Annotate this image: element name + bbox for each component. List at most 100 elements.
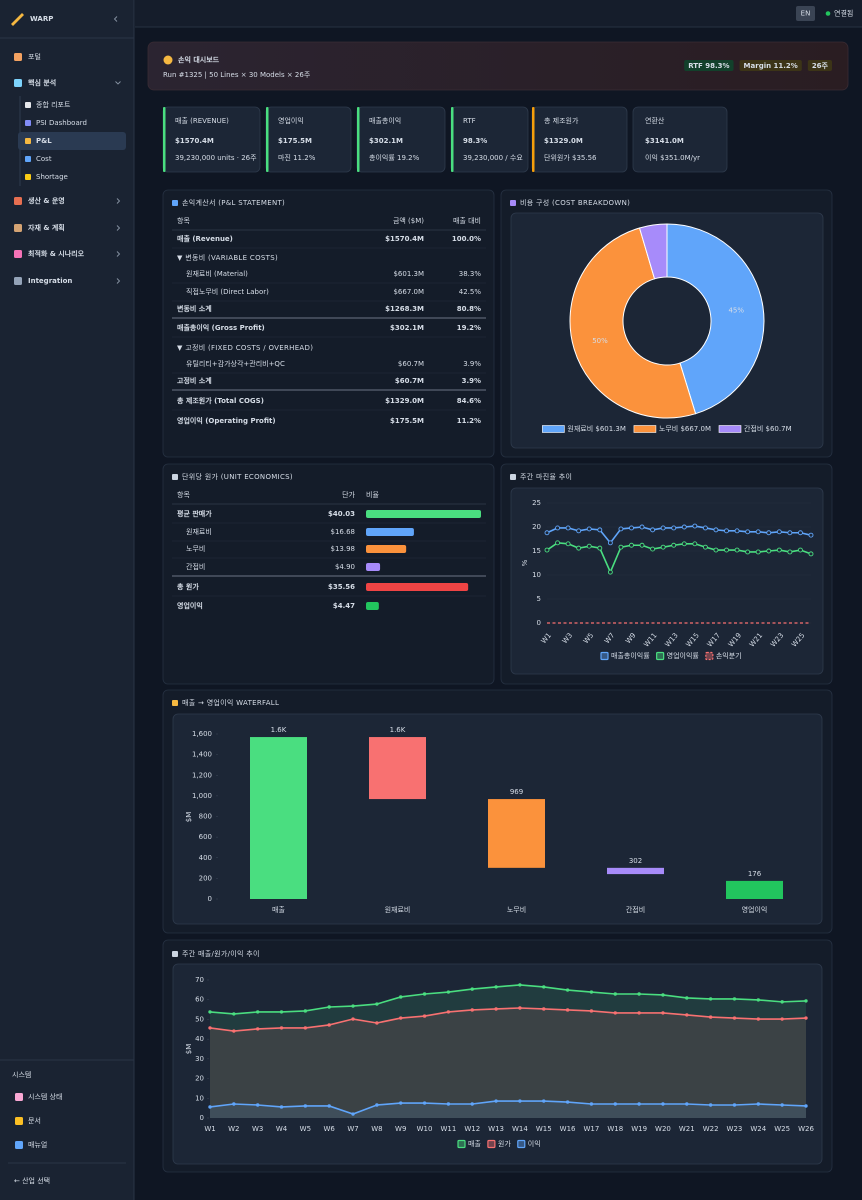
y-axis-label: % [521,559,529,566]
kpi-label: RTF [463,117,476,125]
point [637,1011,641,1015]
title-icon [172,951,178,957]
point [607,540,613,546]
point [787,530,793,536]
x-tick-label: W11 [440,1125,456,1133]
point [303,1104,308,1108]
title-icon [510,474,516,480]
row-label: 원재료비 (Material) [186,269,248,278]
system-item: 시스템 상태 [28,1092,62,1101]
y-tick-label: 10 [532,571,541,579]
point [713,527,719,533]
column-header: 단가 [342,490,355,499]
point [589,1102,594,1106]
row-label: 총 제조원가 (Total COGS) [177,396,264,405]
slice-label: 45% [728,307,744,315]
legend-label: 원재료비 $601.3M [567,424,626,433]
point [713,547,719,553]
x-tick-label: 영업이익 [742,905,768,914]
y-axis-label: $M [185,812,193,823]
x-tick-label: W9 [395,1125,406,1133]
row-label: 매출 (Revenue) [177,234,233,243]
point [576,545,582,551]
y-tick-label: 5 [537,595,541,603]
icon [15,1093,23,1101]
point [756,1102,761,1106]
icon [25,102,31,108]
chart-box [510,487,824,675]
badge-label: RTF 98.3% [688,62,729,70]
ratio-bar [366,545,407,553]
point [494,1099,498,1103]
icon [25,120,31,126]
point [639,524,645,530]
x-tick-label: W26 [798,1125,814,1133]
kpi-label: 연환산 [645,116,665,125]
point [702,544,708,550]
point [766,548,772,554]
title-icon [510,200,516,206]
system-item: 문서 [28,1116,41,1125]
row-ratio: 42.5% [459,288,482,296]
series-line [209,984,807,1015]
point [756,998,761,1002]
point [470,987,474,991]
point [755,529,761,535]
point [671,542,677,548]
row-price: $16.68 [331,528,356,536]
point [255,1103,260,1107]
icon [25,138,31,144]
row-price: $40.03 [328,510,355,518]
point [589,990,594,994]
section-title: 시스템 [12,1071,31,1079]
point [766,530,772,536]
x-tick-label: W25 [774,1125,790,1133]
x-tick-label: W3 [252,1125,263,1133]
point [650,546,656,552]
row-label: 평균 판매가 [177,509,212,518]
point [708,1103,713,1107]
x-tick-label: W18 [607,1125,623,1133]
point [303,1009,308,1013]
legend-swatch [705,651,714,661]
point [685,1102,689,1106]
y-tick-label: 15 [532,547,541,555]
y-tick-label: 0 [537,619,541,627]
point [613,992,617,996]
point [780,1017,784,1021]
nav-item: 생산 & 운영 [28,196,65,205]
chevron [116,251,121,257]
x-tick-label: W21 [679,1125,695,1133]
bar-label: 969 [510,788,523,796]
panel-title: 매출 → 영업이익 WATERFALL [182,698,279,707]
x-tick-label: W22 [703,1125,719,1133]
legend-label: 매출 [468,1139,481,1148]
point [208,1026,212,1030]
column-header: 금액 ($M) [393,217,424,225]
kpi-accent [357,107,360,172]
point [597,545,603,551]
point [279,1010,284,1014]
badge-label: 26주 [812,62,829,70]
kpi-accent [163,107,166,172]
industry-select: ← 산업 선택 [14,1176,50,1185]
y-tick-label: 200 [199,874,212,882]
row-ratio: 100.0% [452,235,481,243]
kpi-accent [532,107,535,172]
row-label: 고정비 소계 [177,376,212,385]
status-label: 연결됨 [834,9,853,18]
point [732,1103,737,1107]
point [446,1010,451,1014]
y-axis-label: $M [185,1044,193,1055]
kpi-label: 영업이익 [278,116,304,125]
ratio-bar [366,563,381,571]
point [776,529,782,535]
legend-swatch [633,425,657,433]
column-header: 매출 대비 [453,216,481,225]
y-tick-label: 70 [195,976,204,984]
point [327,1005,331,1009]
point [565,1100,570,1104]
kpi-value: $302.1M [369,137,403,145]
y-tick-label: 1,200 [192,771,212,779]
point [745,549,751,555]
